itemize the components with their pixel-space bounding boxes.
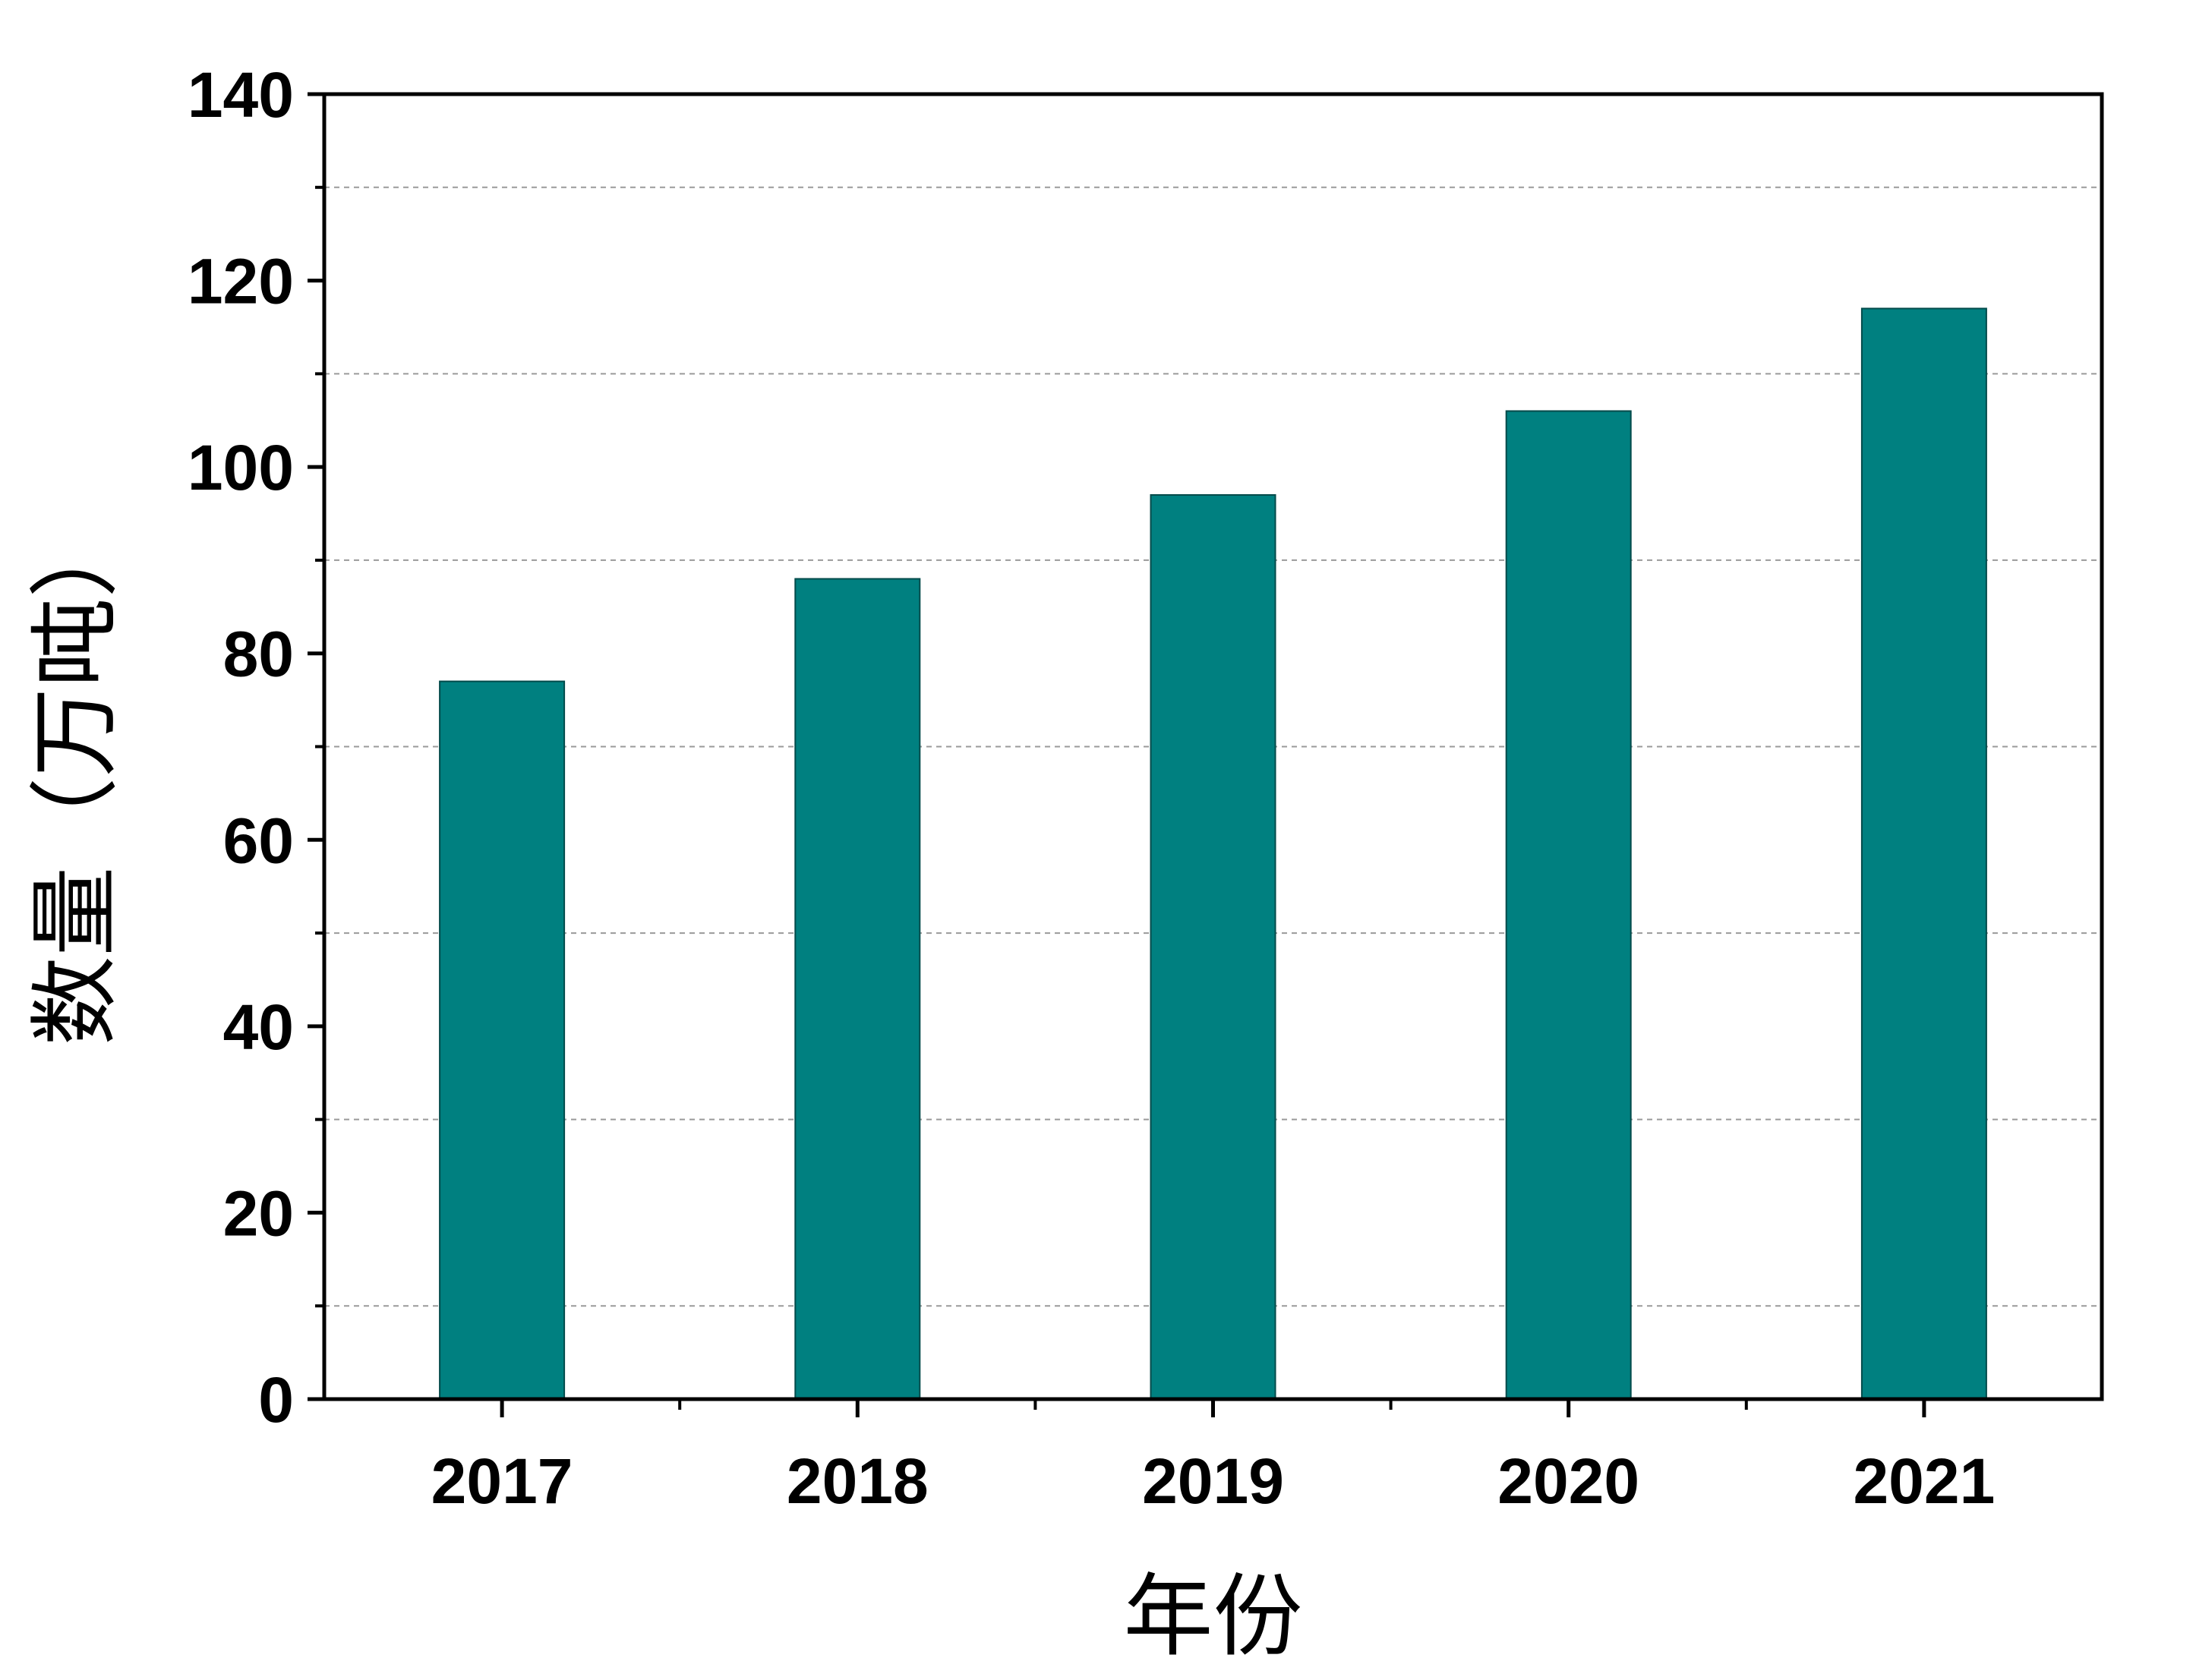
y-tick-labels: 0 20 40 60 80 100 120 140 <box>188 59 294 1436</box>
bar-2017 <box>439 680 566 1400</box>
x-axis-title: 年份 <box>1123 1564 1302 1669</box>
y-axis-title: 数量（万吨） <box>23 508 128 1045</box>
bar-2018 <box>794 578 921 1400</box>
x-tick-label: 2021 <box>1853 1445 1995 1517</box>
bars <box>439 307 1987 1401</box>
y-tick-label: 0 <box>258 1364 294 1436</box>
bar-2021 <box>1860 307 1987 1401</box>
x-tick-labels: 2017 2018 2019 2020 2021 <box>431 1445 1996 1517</box>
y-tick-label: 80 <box>223 619 294 690</box>
x-tick-label: 2017 <box>431 1445 573 1517</box>
x-tick-label: 2020 <box>1497 1445 1639 1517</box>
y-tick-label: 140 <box>188 59 294 131</box>
x-tick-label: 2018 <box>787 1445 929 1517</box>
y-tick-label: 100 <box>188 432 294 503</box>
y-tick-label: 20 <box>223 1177 294 1249</box>
bar-2019 <box>1150 493 1276 1401</box>
plot-frame <box>322 92 2104 1401</box>
axis-ticks <box>308 92 1926 1417</box>
y-tick-label: 40 <box>223 991 294 1063</box>
y-tick-label: 60 <box>223 805 294 876</box>
x-tick-label: 2019 <box>1142 1445 1284 1517</box>
bar-2020 <box>1505 410 1632 1400</box>
y-tick-label: 120 <box>188 246 294 317</box>
